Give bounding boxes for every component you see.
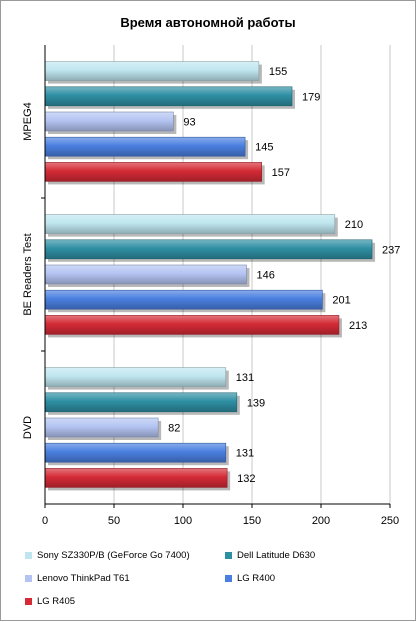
legend-item-lenovo: Lenovo ThinkPad T61 bbox=[25, 573, 130, 584]
chart-title: Время автономной работы bbox=[120, 15, 295, 30]
bar bbox=[44, 417, 159, 438]
x-tick-label: 250 bbox=[381, 515, 399, 527]
category-label: BE Readers Test bbox=[22, 233, 34, 315]
legend-label-lenovo: Lenovo ThinkPad T61 bbox=[37, 573, 130, 584]
legend-item-lg-r400: LG R400 bbox=[225, 573, 275, 584]
x-tick-label: 50 bbox=[108, 515, 120, 527]
data-label: 201 bbox=[332, 295, 350, 307]
bar bbox=[44, 136, 246, 157]
legend-label-sony: Sony SZ330P/B (GeForce Go 7400) bbox=[37, 550, 190, 561]
category-label: DVD bbox=[22, 416, 34, 439]
bar bbox=[44, 468, 228, 488]
bar bbox=[44, 289, 323, 310]
data-label: 157 bbox=[272, 167, 290, 179]
data-label: 131 bbox=[236, 372, 254, 384]
legend-swatch-lg-r405 bbox=[25, 598, 32, 605]
axes: 0 50 100 150 200 250 MPEG4 BE Readers Test DVD bbox=[22, 45, 399, 527]
x-tick-label: 0 bbox=[42, 515, 48, 527]
category-label: MPEG4 bbox=[22, 102, 34, 141]
data-label: 210 bbox=[345, 219, 363, 231]
data-label: 93 bbox=[183, 117, 195, 129]
bar bbox=[44, 86, 293, 107]
bar bbox=[44, 442, 227, 463]
data-labels: 155 179 93 145 157 210 237 146 201 213 131 139 82 131… bbox=[168, 66, 400, 485]
x-tick-label: 150 bbox=[243, 515, 261, 527]
data-label: 82 bbox=[168, 423, 180, 435]
data-label: 155 bbox=[269, 66, 287, 78]
bar bbox=[44, 111, 174, 132]
legend-swatch-sony bbox=[25, 552, 32, 559]
x-tick-label: 200 bbox=[312, 515, 330, 527]
legend-swatch-lg-r400 bbox=[225, 575, 232, 582]
legend-label-lg-r400: LG R400 bbox=[237, 573, 276, 584]
data-label: 237 bbox=[382, 244, 400, 256]
legend-label-dell: Dell Latitude D630 bbox=[237, 550, 316, 561]
bar bbox=[44, 162, 262, 182]
bar bbox=[44, 61, 260, 81]
legend-swatch-dell bbox=[225, 552, 232, 559]
bars bbox=[44, 61, 376, 491]
data-label: 139 bbox=[247, 397, 265, 409]
data-label: 145 bbox=[255, 142, 273, 154]
legend-item-lg-r405: LG R405 bbox=[25, 596, 75, 607]
data-label: 131 bbox=[236, 448, 254, 460]
legend-label-lg-r405: LG R405 bbox=[37, 596, 76, 607]
data-label: 179 bbox=[302, 91, 320, 103]
bar bbox=[44, 214, 336, 234]
bar bbox=[44, 264, 247, 285]
legend-item-dell: Dell Latitude D630 bbox=[225, 550, 315, 561]
legend: Sony SZ330P/B (GeForce Go 7400) Dell Lat… bbox=[11, 546, 411, 616]
data-label: 213 bbox=[349, 320, 367, 332]
bar bbox=[44, 367, 227, 387]
data-label: 146 bbox=[256, 270, 274, 282]
legend-item-sony: Sony SZ330P/B (GeForce Go 7400) bbox=[25, 550, 190, 561]
bar bbox=[44, 315, 340, 335]
legend-swatch-lenovo bbox=[25, 575, 32, 582]
data-label: 132 bbox=[237, 473, 255, 485]
bar bbox=[44, 392, 238, 413]
bar bbox=[44, 239, 373, 260]
x-tick-label: 100 bbox=[174, 515, 192, 527]
